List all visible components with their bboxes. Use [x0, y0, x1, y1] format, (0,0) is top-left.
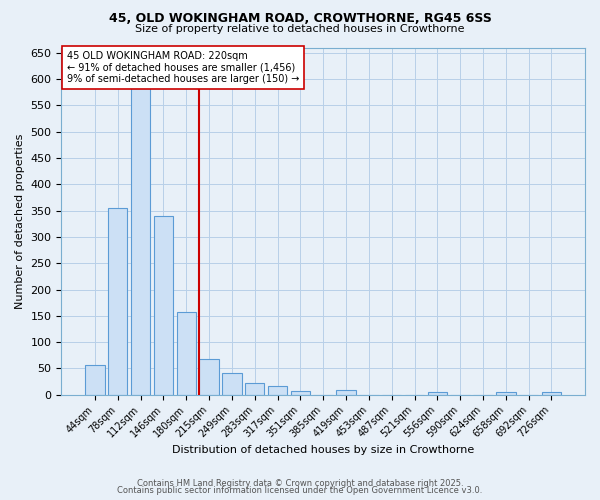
X-axis label: Distribution of detached houses by size in Crowthorne: Distribution of detached houses by size … [172, 445, 475, 455]
Bar [428, 392, 447, 395]
Bar [85, 365, 104, 395]
Text: 45 OLD WOKINGHAM ROAD: 220sqm
← 91% of detached houses are smaller (1,456)
9% of: 45 OLD WOKINGHAM ROAD: 220sqm ← 91% of d… [67, 51, 299, 84]
Text: Contains HM Land Registry data © Crown copyright and database right 2025.: Contains HM Land Registry data © Crown c… [137, 478, 463, 488]
Bar [542, 392, 561, 395]
Bar [131, 68, 150, 395]
Bar [337, 390, 356, 395]
Bar [176, 312, 196, 395]
Text: Size of property relative to detached houses in Crowthorne: Size of property relative to detached ho… [135, 24, 465, 34]
Bar [268, 386, 287, 395]
Bar [222, 372, 242, 395]
Bar [245, 383, 265, 395]
Bar [108, 208, 127, 395]
Text: Contains public sector information licensed under the Open Government Licence v3: Contains public sector information licen… [118, 486, 482, 495]
Bar [199, 359, 219, 395]
Text: 45, OLD WOKINGHAM ROAD, CROWTHORNE, RG45 6SS: 45, OLD WOKINGHAM ROAD, CROWTHORNE, RG45… [109, 12, 491, 26]
Bar [496, 392, 515, 395]
Bar [290, 390, 310, 395]
Bar [154, 216, 173, 395]
Y-axis label: Number of detached properties: Number of detached properties [15, 134, 25, 309]
